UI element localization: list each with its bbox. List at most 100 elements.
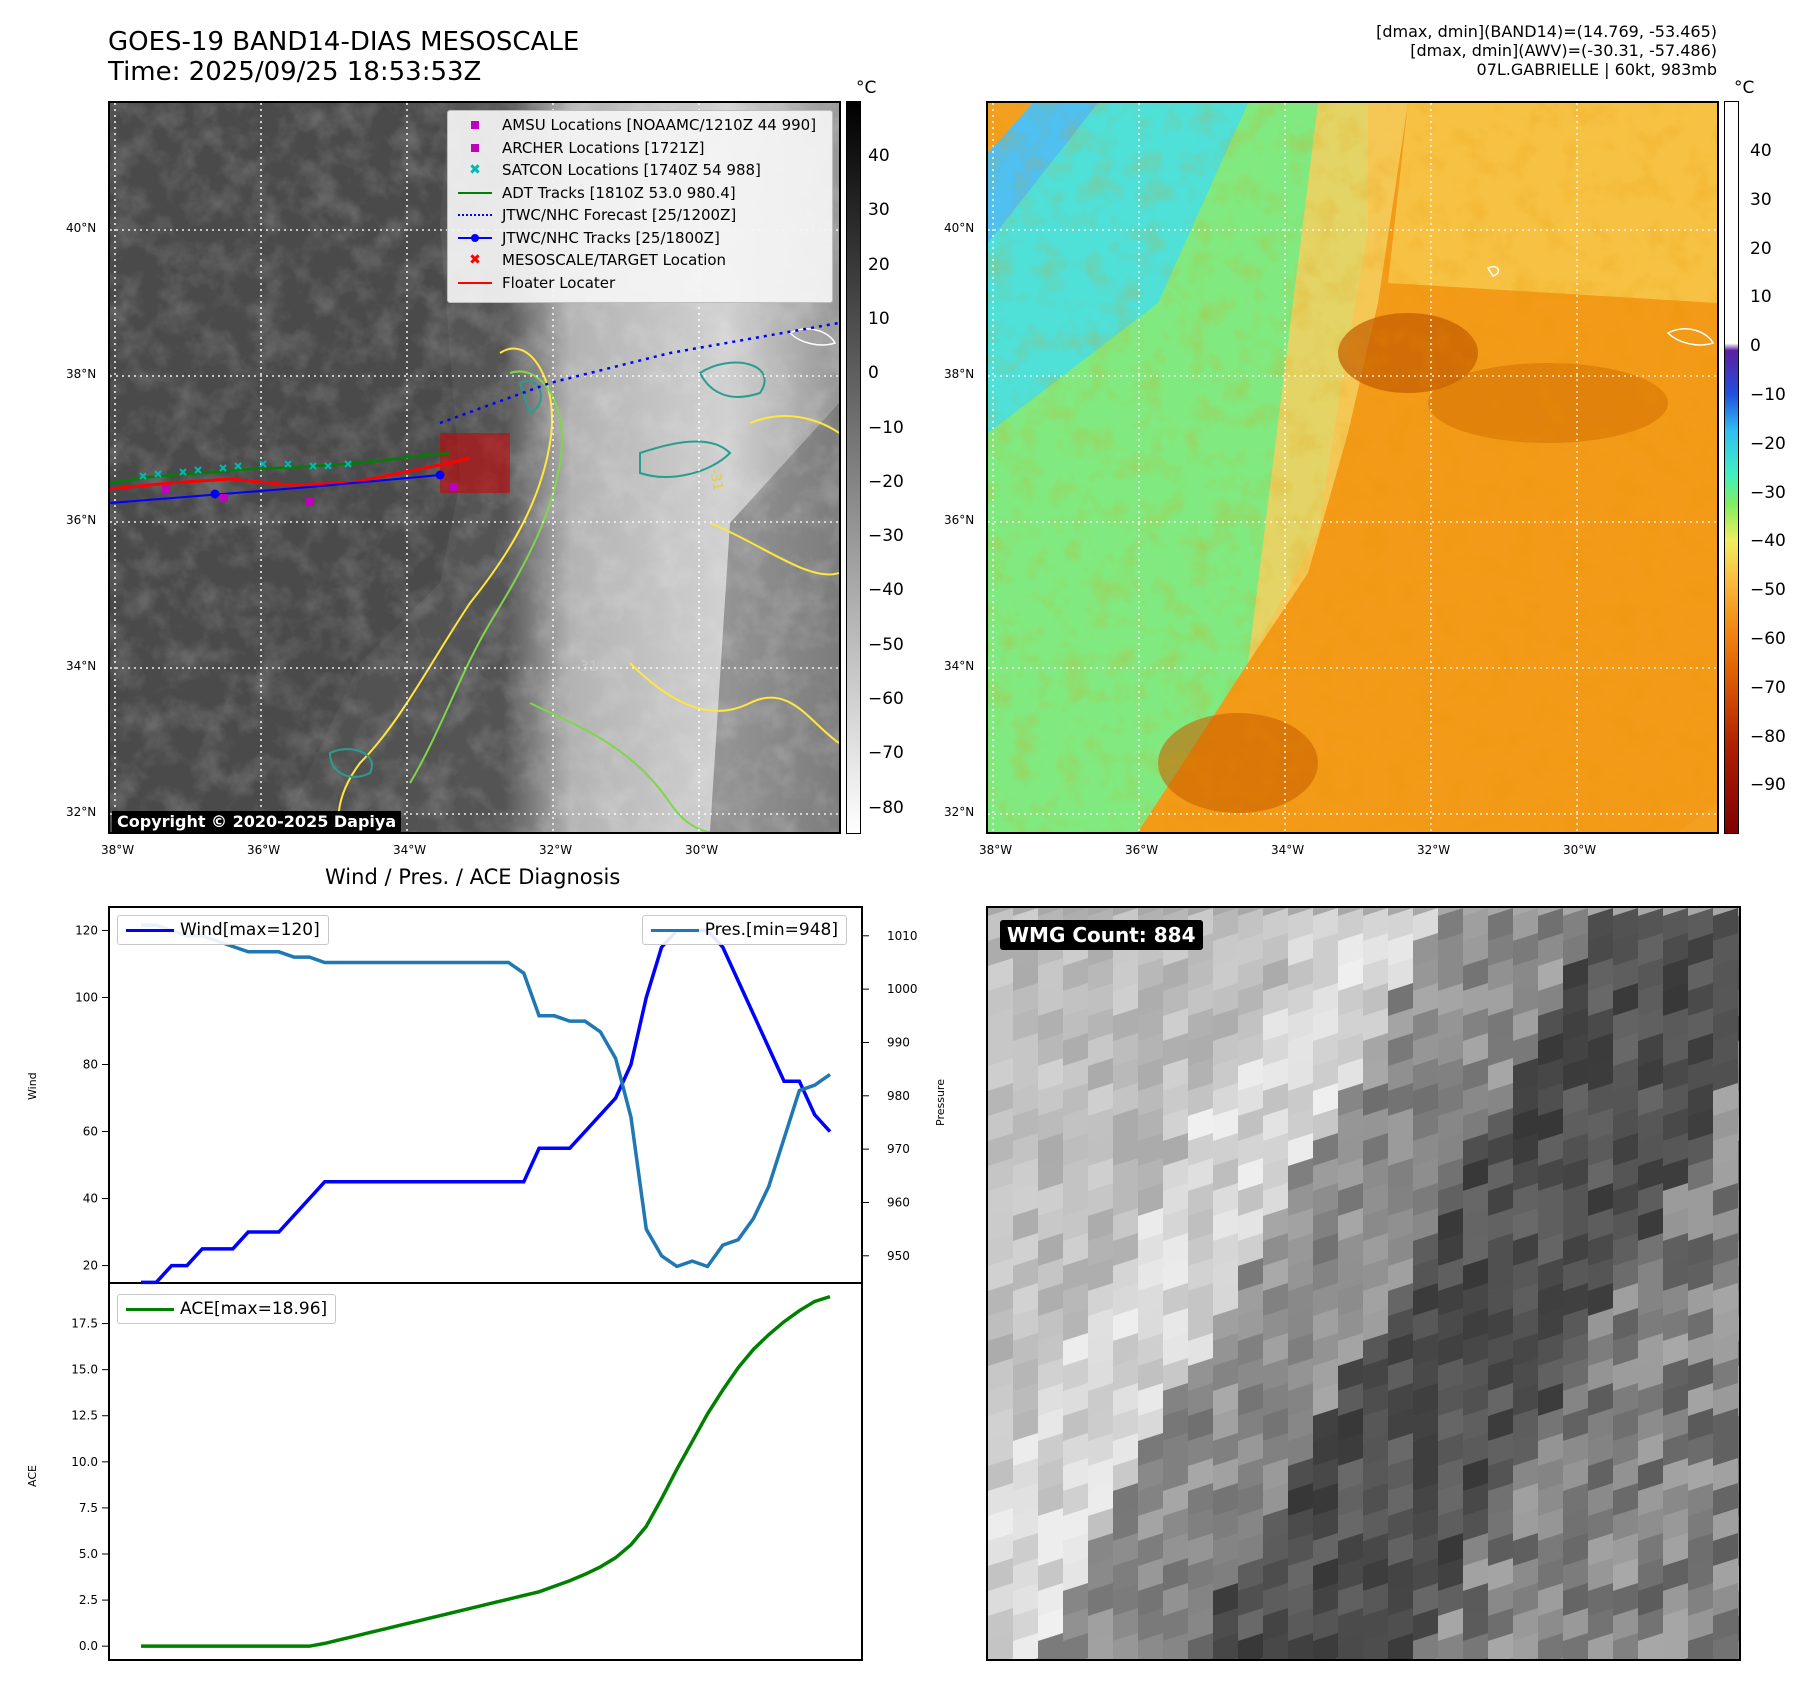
wmg-cell <box>1513 908 1538 941</box>
wmg-cell <box>1563 1408 1588 1441</box>
wmg-cell <box>1688 1308 1713 1341</box>
wmg-cell <box>1113 1583 1138 1616</box>
wmg-cell <box>1088 1558 1113 1591</box>
wmg-cell <box>1688 908 1713 941</box>
wmg-cell <box>1163 1633 1188 1659</box>
wmg-cell <box>1213 1333 1238 1366</box>
wmg-cell <box>1638 1133 1663 1166</box>
wmg-cell <box>1588 1633 1613 1659</box>
wmg-cell <box>1563 1483 1588 1516</box>
wmg-cell <box>1288 1083 1313 1116</box>
wmg-cell <box>1388 1508 1413 1541</box>
wmg-cell <box>1288 908 1313 941</box>
wmg-cell <box>1588 1133 1613 1166</box>
wmg-cell <box>1338 908 1363 941</box>
wmg-cell <box>1213 1608 1238 1641</box>
wmg-cell <box>1438 1133 1463 1166</box>
wmg-cell <box>1288 1183 1313 1216</box>
wmg-cell <box>1038 983 1063 1016</box>
wmg-cell <box>1013 1458 1038 1491</box>
wmg-cell <box>1188 1558 1213 1591</box>
wmg-cell <box>1463 1108 1488 1141</box>
wmg-cell <box>1613 1058 1638 1091</box>
wmg-cell <box>1263 1508 1288 1541</box>
wmg-cell <box>1538 1283 1563 1316</box>
legend-marker <box>456 140 494 156</box>
wmg-cell <box>1363 1333 1388 1366</box>
wmg-cell <box>1388 908 1413 941</box>
wmg-cell <box>988 1308 1013 1341</box>
wind-series-line <box>141 928 832 1285</box>
wmg-cell <box>1038 1058 1063 1091</box>
wmg-cell <box>1313 1333 1338 1366</box>
wmg-cell <box>1438 1283 1463 1316</box>
wmg-cell <box>1063 1108 1088 1141</box>
wmg-cell <box>1238 1108 1263 1141</box>
wmg-cell <box>1388 1458 1413 1491</box>
colorbar-tick-label: −60 <box>1750 629 1786 649</box>
wmg-cell <box>1688 1408 1713 1441</box>
wmg-cell <box>1263 1158 1288 1191</box>
wmg-cell <box>1663 908 1688 941</box>
wmg-cell <box>1438 958 1463 991</box>
wmg-cell <box>1388 1233 1413 1266</box>
wmg-cell <box>1388 1333 1413 1366</box>
wmg-cell <box>1713 933 1738 966</box>
colorbar-tick-label: 0 <box>868 363 879 384</box>
wmg-cell <box>1163 1533 1188 1566</box>
wmg-cell <box>1288 1008 1313 1041</box>
lon-tick-label: 34°W <box>1271 843 1305 857</box>
wmg-cell <box>1663 1033 1688 1066</box>
wmg-cell <box>1338 1083 1363 1116</box>
wmg-cell <box>1538 1458 1563 1491</box>
wmg-cell <box>1563 1233 1588 1266</box>
wmg-cell <box>1638 1308 1663 1341</box>
wmg-cell <box>1163 1133 1188 1166</box>
wmg-cell <box>1413 1158 1438 1191</box>
wmg-cell <box>1713 1208 1738 1241</box>
wmg-cell <box>1613 1508 1638 1541</box>
wmg-cell <box>1088 1283 1113 1316</box>
wmg-cell <box>1163 983 1188 1016</box>
lat-tick-label: 38°N <box>944 367 975 381</box>
wmg-cell <box>1063 1283 1088 1316</box>
wmg-cell <box>1513 1558 1538 1591</box>
wmg-cell <box>1138 1283 1163 1316</box>
wmg-cell <box>1188 1158 1213 1191</box>
wmg-cell <box>1288 1608 1313 1641</box>
legend-entry: ✖ SATCON Locations [1740Z 54 988] <box>456 159 832 182</box>
wmg-cell <box>1738 1640 1739 1659</box>
wmg-cell <box>1463 1008 1488 1041</box>
ace-plot-frame <box>108 1282 863 1661</box>
wmg-cell <box>1113 1058 1138 1091</box>
wmg-cell <box>1138 983 1163 1016</box>
wmg-cell <box>1213 1558 1238 1591</box>
wmg-cell <box>1463 1208 1488 1241</box>
wmg-cell <box>1063 1458 1088 1491</box>
wmg-cell <box>1588 1183 1613 1216</box>
legend-entry: JTWC/NHC Tracks [25/1800Z] <box>456 227 832 250</box>
wmg-cell <box>988 1358 1013 1391</box>
wmg-cell <box>1088 1358 1113 1391</box>
wmg-cell <box>1238 1158 1263 1191</box>
wmg-cell <box>1088 1608 1113 1641</box>
colorbar-tick-label: 20 <box>1750 238 1772 259</box>
wmg-cell <box>1288 1558 1313 1591</box>
colorbar-tick-label: −30 <box>1750 482 1786 503</box>
wmg-cell <box>1113 1558 1138 1591</box>
wmg-cell <box>1638 1183 1663 1216</box>
wmg-cell <box>1388 1283 1413 1316</box>
wmg-cell <box>1538 908 1563 941</box>
wmg-cell <box>1563 1633 1588 1659</box>
wmg-cell <box>1088 1008 1113 1041</box>
wmg-cell <box>1388 1108 1413 1141</box>
wmg-cell <box>1263 908 1288 941</box>
wmg-cell <box>1388 1133 1413 1166</box>
lat-tick-label: 34°N <box>944 659 975 673</box>
wmg-cell <box>1084 1658 1088 1659</box>
wmg-cell <box>1488 1033 1513 1066</box>
wmg-cell <box>1113 1333 1138 1366</box>
wmg-cell <box>1738 1390 1739 1416</box>
wmg-cell <box>1638 1508 1663 1541</box>
wmg-cell <box>1313 1433 1338 1466</box>
